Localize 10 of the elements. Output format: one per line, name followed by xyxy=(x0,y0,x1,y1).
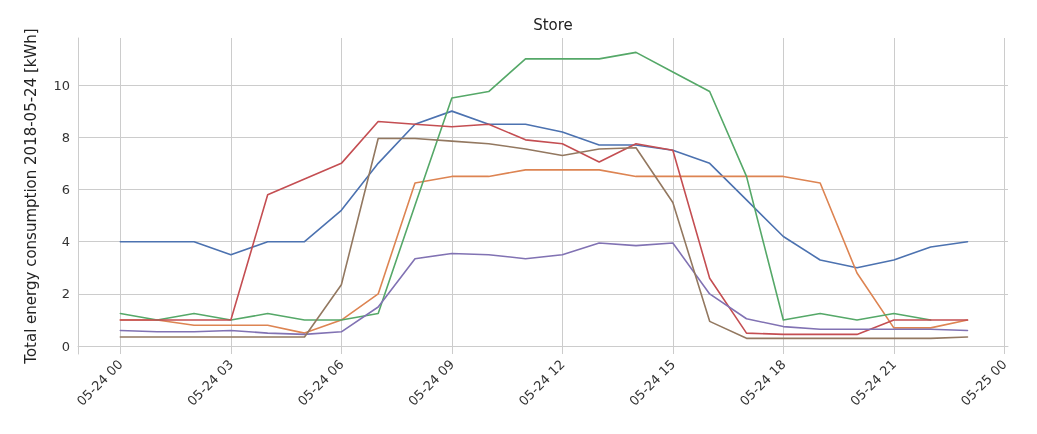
line-series xyxy=(119,242,969,336)
y-tick-label: 0 xyxy=(61,338,70,354)
y-tick-label: 2 xyxy=(61,286,70,302)
y-tick-label: 8 xyxy=(61,129,70,145)
y-tick-label: 4 xyxy=(61,234,70,250)
line-series xyxy=(119,110,969,269)
y-axis-title: Total energy consumption 2018-05-24 [kWh] xyxy=(21,28,40,365)
y-tick-label: 10 xyxy=(53,77,70,93)
y-tick-label: 6 xyxy=(61,181,70,197)
chart-title: Store xyxy=(533,15,573,34)
